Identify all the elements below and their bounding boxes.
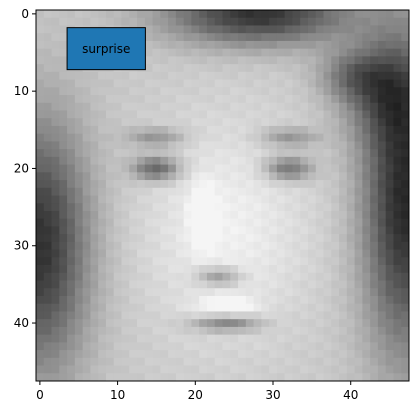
emotion-label-text: surprise	[82, 42, 130, 56]
x-tick-label: 30	[265, 388, 280, 402]
y-axis-ticks: 0 10 20 30 40	[14, 7, 36, 330]
x-axis-ticks: 0 10 20 30 40	[36, 381, 358, 402]
x-tick-label: 40	[343, 388, 358, 402]
emotion-label-box	[66, 27, 146, 71]
x-tick-label: 20	[188, 388, 203, 402]
emotion-annotation: surprise	[66, 27, 146, 71]
axes-frame	[35, 9, 410, 382]
x-tick-label: 0	[36, 388, 44, 402]
face-image	[36, 10, 410, 382]
y-tick-label: 40	[14, 316, 29, 330]
y-tick-label: 0	[21, 7, 29, 21]
y-tick-label: 10	[14, 84, 29, 98]
y-tick-label: 20	[14, 161, 29, 175]
y-tick-label: 30	[14, 239, 29, 253]
x-tick-label: 10	[110, 388, 125, 402]
